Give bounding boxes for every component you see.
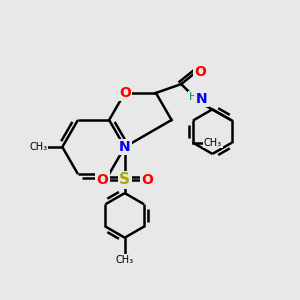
Text: CH₃: CH₃	[116, 255, 134, 265]
Text: O: O	[119, 86, 131, 100]
Text: N: N	[196, 92, 207, 106]
Text: H: H	[189, 92, 197, 102]
Text: N: N	[119, 140, 130, 154]
Text: O: O	[195, 65, 206, 79]
Text: CH₃: CH₃	[204, 138, 222, 148]
Text: O: O	[97, 173, 108, 187]
Text: S: S	[119, 172, 130, 187]
Text: O: O	[141, 173, 153, 187]
Text: CH₃: CH₃	[29, 142, 48, 152]
